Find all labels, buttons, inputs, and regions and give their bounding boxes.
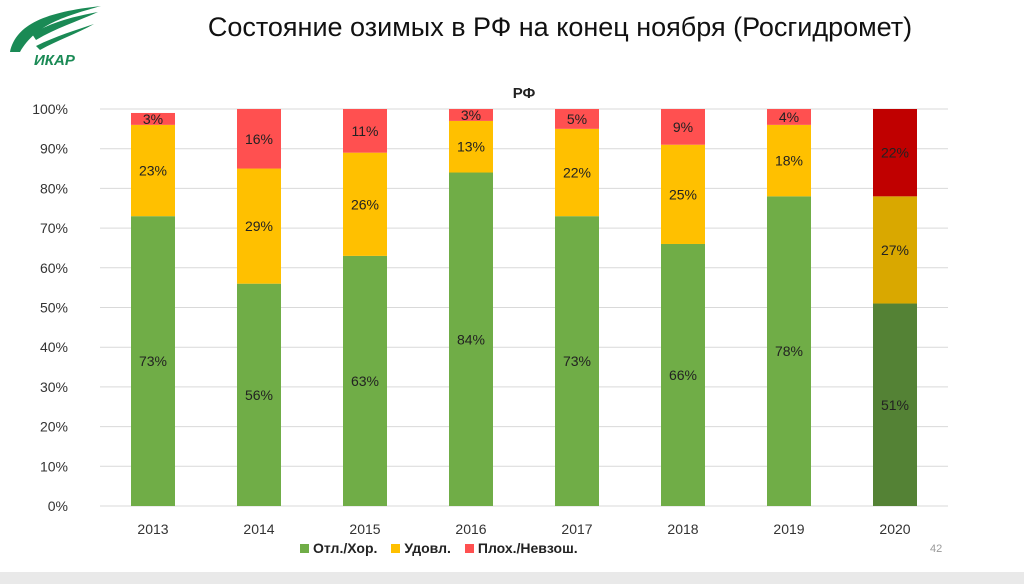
data-label: 9% [673,119,693,135]
bar-segment [343,152,387,256]
bar-segment [767,109,811,125]
legend-label: Отл./Хор. [313,540,378,556]
x-tick-label: 2017 [561,521,592,537]
y-tick-label: 0% [48,498,68,514]
data-label: 26% [351,196,379,212]
y-tick-label: 30% [40,379,68,395]
bar-segment [873,196,917,304]
data-label: 27% [881,242,909,258]
data-label: 25% [669,186,697,202]
legend-swatch [300,544,309,553]
data-label: 22% [563,165,591,181]
bar-segment [555,128,599,217]
y-tick-label: 10% [40,458,68,474]
y-tick-label: 20% [40,419,68,435]
legend-swatch [464,544,474,553]
slide-title: Состояние озимых в РФ на конец ноября (Р… [207,12,913,42]
legend: Отл./Хор. Удовл. Плох./Невзош. [300,540,578,556]
y-tick-label: 60% [40,260,68,276]
bar-segment [767,196,811,506]
legend-item: Плох./Невзош. [464,540,578,556]
slide: ИКАР Состояние озимых в РФ на конец нояб… [0,0,1024,572]
bar-segment [343,109,387,153]
data-label: 5% [567,111,587,127]
data-label: 78% [775,343,803,359]
x-tick-label: 2015 [349,521,380,537]
data-label: 51% [881,397,909,413]
bar-segment [449,120,493,173]
bar-segment [555,109,599,129]
data-label: 84% [457,331,485,347]
data-label: 66% [669,367,697,383]
bar-segment [237,283,281,506]
chart-title: РФ [513,85,536,102]
bar-segment [343,255,387,506]
x-tick-label: 2013 [137,521,168,537]
bar-segment [661,144,705,244]
bar-segment [767,124,811,197]
logo-text: ИКАР [34,52,75,69]
bar-segment [661,109,705,145]
x-tick-label: 2016 [455,521,486,537]
data-label: 22% [881,145,909,161]
data-label: 23% [139,163,167,179]
data-label: 63% [351,373,379,389]
bar-segment [131,112,175,125]
ikar-logo-icon [10,6,101,52]
bar-segment [661,243,705,507]
page-number: 42 [930,543,943,555]
data-label: 56% [245,387,273,403]
x-tick-label: 2019 [773,521,804,537]
bar-segment [449,172,493,506]
stacked-bar-chart: РФ 0% 10% 20% 30% 40% 50% 60% 70% 80% 90% 100% 73% 23… [32,85,948,537]
bar-segment [131,124,175,217]
legend-item: Отл./Хор. [300,540,377,556]
x-tick-label: 2018 [667,521,698,537]
data-label: 3% [143,111,163,127]
data-label: 18% [775,153,803,169]
x-tick-label: 2014 [243,521,274,537]
bar-segment [555,216,599,506]
data-label: 11% [352,123,379,139]
legend-swatch [391,544,401,553]
data-label: 73% [563,353,591,369]
legend-label: Плох./Невзош. [477,540,578,556]
y-tick-label: 40% [40,339,68,355]
x-tick-label: 2020 [879,521,910,537]
data-label: 13% [457,139,485,155]
data-label: 4% [779,109,799,125]
legend-label: Удовл. [404,540,451,556]
bar-segment [237,109,281,169]
y-tick-label: 80% [40,180,68,196]
y-tick-label: 50% [40,300,68,316]
data-label: 16% [245,131,273,147]
bar-segment [873,109,917,197]
bar-segment [131,216,175,506]
bar-segment [873,303,917,506]
data-label: 73% [139,353,167,369]
legend-item: Удовл. [391,540,451,556]
y-tick-label: 90% [40,141,68,157]
y-tick-label: 70% [40,220,68,236]
bar-segment [449,109,493,121]
bar-segment [237,168,281,284]
y-tick-label: 100% [32,101,68,117]
data-label: 3% [461,107,481,123]
data-label: 29% [245,218,273,234]
